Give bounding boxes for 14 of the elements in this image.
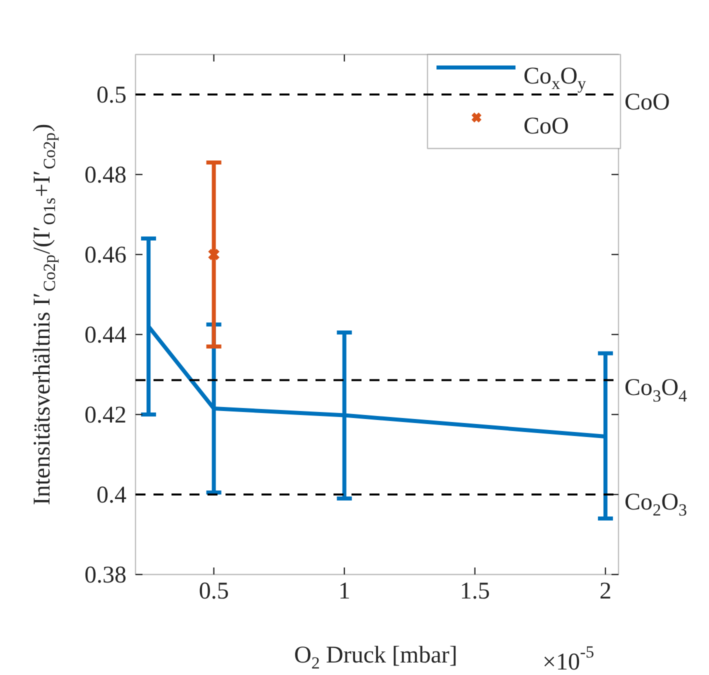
legend-label: CoO bbox=[524, 114, 569, 140]
x-tick-label: 0.5 bbox=[198, 578, 229, 604]
y-tick-label: 0.38 bbox=[84, 562, 126, 588]
y-tick-label: 0.46 bbox=[84, 242, 126, 268]
x-tick-label: 2 bbox=[599, 578, 612, 604]
y-axis-title: Intensitätsverhältnis I′Co2p/(I′O1s+I′Co2p) bbox=[30, 124, 60, 506]
y-tick-label: 0.5 bbox=[96, 82, 126, 108]
x-tick-label: 1 bbox=[338, 578, 350, 604]
y-tick-label: 0.48 bbox=[84, 162, 126, 188]
y-tick-label: 0.42 bbox=[84, 402, 126, 428]
x-tick-label: 1.5 bbox=[460, 578, 490, 604]
y-tick-label: 0.4 bbox=[96, 482, 126, 508]
ref-line-label: CoO bbox=[624, 90, 670, 116]
y-tick-label: 0.44 bbox=[84, 322, 126, 348]
